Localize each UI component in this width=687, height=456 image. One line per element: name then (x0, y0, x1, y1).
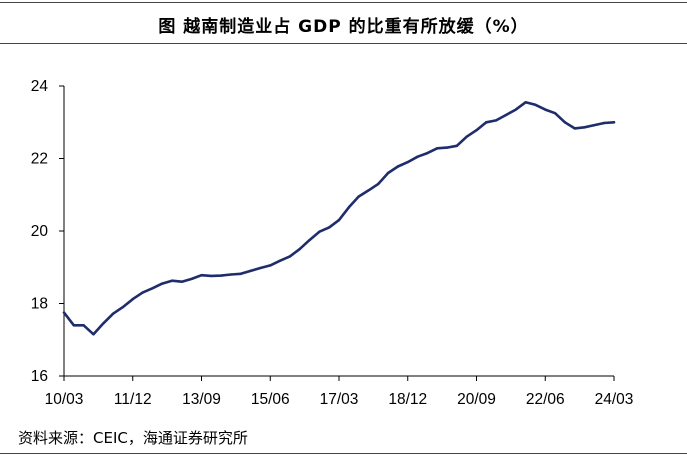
data-point (396, 165, 400, 168)
data-point (357, 195, 360, 198)
x-tick-label: 18/12 (388, 391, 427, 408)
title-divider (0, 43, 687, 44)
data-point (62, 311, 66, 314)
data-point (180, 280, 184, 283)
data-point (602, 121, 606, 125)
x-tick-label: 10/03 (45, 391, 84, 408)
data-point (141, 291, 144, 294)
data-point (170, 279, 174, 282)
data-point (337, 218, 341, 222)
x-tick-label: 24/03 (595, 391, 634, 408)
data-point (249, 269, 252, 273)
data-point (269, 264, 272, 267)
x-tick-label: 11/12 (114, 391, 152, 408)
data-point (327, 226, 331, 229)
data-point (553, 111, 557, 115)
data-point (455, 144, 459, 148)
data-point (514, 108, 517, 111)
data-point (593, 123, 596, 127)
data-point (161, 282, 164, 285)
data-point (288, 255, 292, 258)
data-point (583, 126, 586, 129)
data-point (229, 273, 233, 276)
data-point (111, 312, 115, 315)
x-tick-label: 22/06 (526, 391, 565, 408)
data-point (298, 247, 301, 251)
source-note: 资料来源：CEIC，海通证券研究所 (18, 429, 248, 447)
data-point (92, 333, 95, 336)
data-point (200, 274, 203, 277)
data-point (416, 155, 419, 158)
data-point (544, 108, 547, 111)
data-point (190, 277, 193, 281)
data-point (367, 189, 370, 192)
data-point (210, 274, 213, 278)
data-point (475, 129, 478, 132)
data-point (308, 238, 311, 242)
data-point (151, 287, 154, 290)
series-line (62, 101, 616, 336)
bottom-rule (0, 453, 687, 454)
data-point (534, 103, 537, 107)
y-tick-label: 24 (31, 78, 49, 95)
data-point (524, 101, 527, 104)
chart-title: 图 越南制造业占 GDP 的比重有所放缓（%） (158, 17, 529, 37)
data-point (436, 147, 439, 150)
data-point (612, 121, 616, 124)
data-point (504, 113, 508, 117)
data-point (445, 146, 449, 149)
x-tick-label: 15/06 (251, 391, 290, 408)
data-point (131, 297, 134, 301)
x-tick-label: 13/09 (182, 391, 221, 408)
data-point (259, 266, 262, 270)
data-point (406, 160, 409, 164)
data-point (465, 135, 468, 138)
data-point (377, 182, 380, 186)
y-tick-label: 20 (31, 223, 49, 240)
data-point (102, 322, 105, 325)
data-point (219, 274, 223, 277)
data-point (485, 121, 488, 124)
top-rule (0, 2, 687, 3)
x-tick-label: 20/09 (457, 391, 496, 408)
data-point (573, 127, 576, 130)
data-point (426, 151, 429, 155)
data-point (318, 230, 321, 233)
y-tick-label: 16 (31, 368, 48, 385)
data-point (121, 305, 125, 309)
data-point (278, 259, 282, 262)
y-tick-label: 22 (31, 151, 48, 168)
y-tick-label: 18 (31, 296, 48, 313)
data-point (239, 272, 242, 275)
data-point (72, 324, 76, 327)
data-point (82, 324, 85, 327)
data-point (386, 171, 390, 175)
data-point (494, 119, 498, 122)
x-tick-label: 17/03 (320, 391, 359, 408)
data-point (347, 206, 351, 209)
data-point (563, 121, 567, 124)
